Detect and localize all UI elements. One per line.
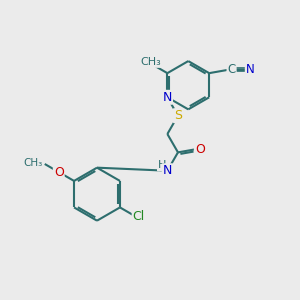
Text: O: O — [195, 143, 205, 156]
Text: S: S — [174, 109, 182, 122]
Text: O: O — [54, 166, 64, 178]
Text: N: N — [246, 63, 254, 76]
Text: Cl: Cl — [133, 210, 145, 223]
Text: N: N — [163, 164, 172, 177]
Text: CH₃: CH₃ — [140, 57, 161, 67]
Text: CH₃: CH₃ — [23, 158, 42, 167]
Text: N: N — [163, 91, 172, 104]
Text: C: C — [227, 63, 236, 76]
Text: H: H — [158, 160, 166, 170]
